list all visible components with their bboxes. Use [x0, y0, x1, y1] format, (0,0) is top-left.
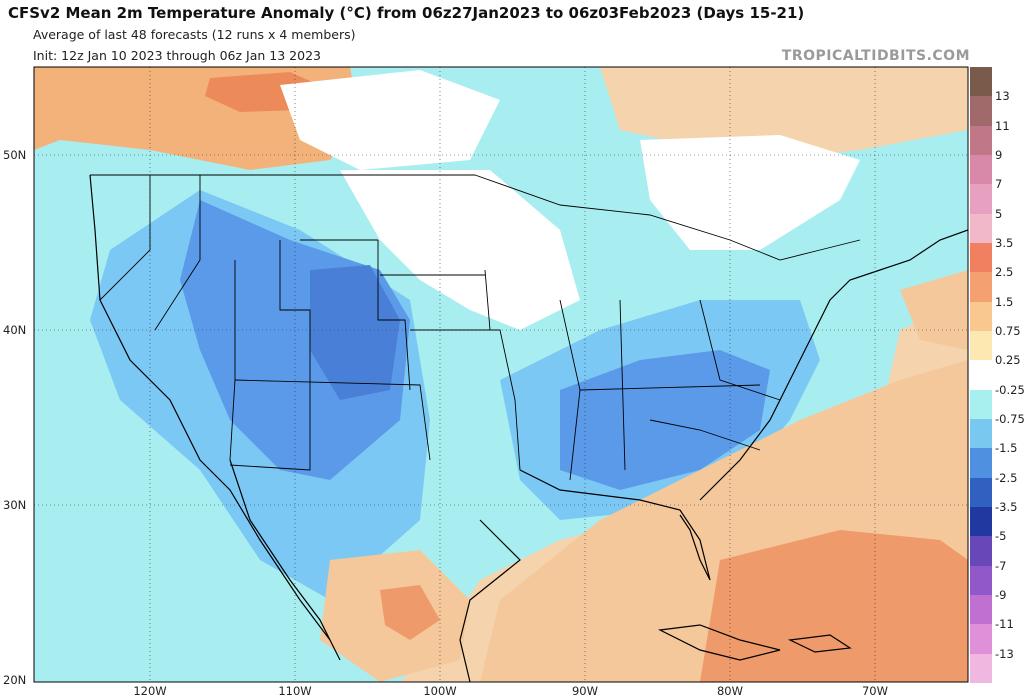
neutral-region-plains: [340, 170, 580, 330]
colorbar-tick-label: -0.25: [995, 382, 1024, 397]
colorbar-swatch: [970, 301, 992, 332]
colorbar-tick-label: 5: [995, 206, 1003, 221]
colorbar-swatch: [970, 624, 992, 655]
colorbar-swatch: [970, 360, 992, 391]
colorbar-tick-label: -9: [995, 588, 1007, 602]
graticule: [34, 67, 968, 682]
colorbar-swatch: [970, 67, 992, 97]
warm-anomaly-caribbean: [700, 530, 968, 682]
colorbar: [970, 67, 992, 684]
colorbar-tick-label: 7: [995, 177, 1003, 192]
warm-anomaly-mexico-core: [380, 585, 440, 640]
colorbar-swatch: [970, 595, 992, 625]
colorbar-swatch: [970, 155, 992, 185]
cold-anomaly-southeast-core: [560, 350, 770, 490]
lat-label: 50N: [3, 148, 27, 162]
cold-anomaly-colorado: [310, 265, 400, 400]
colorbar-swatch: [970, 507, 992, 537]
coastlines: [89, 174, 968, 682]
map-title: CFSv2 Mean 2m Temperature Anomaly (°C) f…: [8, 4, 805, 22]
source-credit: TROPICALTIDBITS.COM: [781, 48, 970, 64]
colorbar-swatch: [970, 536, 992, 567]
colorbar-tick-label: 9: [995, 148, 1003, 162]
colorbar-tick-label: -5: [995, 529, 1007, 544]
lon-label: 110W: [278, 684, 312, 698]
colorbar-tick-label: -1.5: [995, 441, 1018, 456]
colorbar-tick-label: -2.5: [995, 470, 1018, 485]
colorbar-tick-label: 0.75: [995, 324, 1021, 338]
colorbar-tick-label: -7: [995, 558, 1007, 573]
state-borders: [90, 174, 861, 481]
colorbar-swatch: [970, 243, 992, 273]
colorbar-tick-label: -0.75: [995, 412, 1024, 426]
colorbar-swatch: [970, 653, 992, 684]
colorbar-tick-label: 11: [995, 118, 1010, 133]
lon-label: 120W: [133, 684, 167, 698]
colorbar-swatch: [970, 272, 992, 303]
colorbar-tick-label: 3.5: [995, 236, 1014, 250]
colorbar-tick-label: 1.5: [995, 294, 1014, 309]
colorbar-swatch: [970, 125, 992, 156]
colorbar-swatch: [970, 477, 992, 508]
neutral-region-quebec: [640, 135, 860, 250]
lon-label: 90W: [571, 684, 599, 698]
colorbar-tick-label: 0.25: [995, 353, 1021, 368]
colorbar-tick-label: -11: [995, 617, 1014, 632]
lon-label: 70W: [861, 684, 889, 698]
colorbar-tick-label: 2.5: [995, 265, 1014, 280]
colorbar-swatch: [970, 389, 992, 420]
colorbar-swatch: [970, 448, 992, 479]
lon-label: 100W: [423, 684, 457, 698]
colorbar-swatch: [970, 565, 992, 596]
colorbar-tick-label: -13: [995, 646, 1014, 661]
lon-label: 80W: [716, 684, 744, 698]
colorbar-swatch: [970, 419, 992, 449]
lat-label: 30N: [3, 498, 27, 512]
neutral-region-hudson: [280, 70, 500, 170]
lat-label: 40N: [3, 323, 27, 337]
colorbar-swatch: [970, 96, 992, 127]
colorbar-swatch: [970, 184, 992, 215]
colorbar-tick-label: 13: [995, 89, 1010, 104]
colorbar-swatch: [970, 213, 992, 244]
colorbar-tick-label: -3.5: [995, 500, 1018, 514]
map-frame: [33, 66, 969, 683]
lat-label: 20N: [3, 673, 27, 687]
map-subtitle: Average of last 48 forecasts (12 runs x …: [33, 27, 356, 42]
init-time-text: Init: 12z Jan 10 2023 through 06z Jan 13…: [33, 48, 321, 63]
colorbar-swatch: [970, 331, 992, 361]
